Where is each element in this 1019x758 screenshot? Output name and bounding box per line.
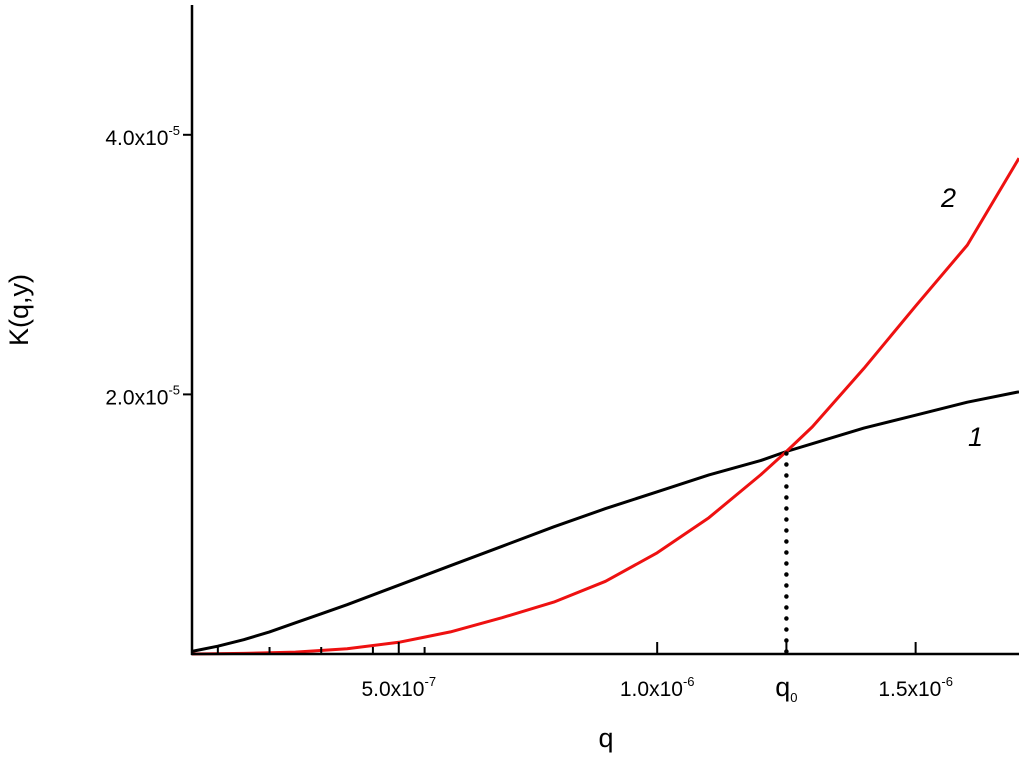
y-axis-label: K(q,y) [4,274,34,346]
y-tick-label: 2.0x10-5 [105,382,180,409]
x-tick-label: 1.0x10-6 [620,674,695,701]
ticks-layer: 5.0x10-7 1.0x10-6 1.5x10-6 q0 2.0x10-5 4.0x10… [105,123,953,705]
axes-layer [190,5,1019,656]
y-tick-label: 4.0x10-5 [105,123,180,150]
x-axis-label: q [598,723,613,753]
x-tick-label: 5.0x10-7 [361,674,436,701]
series-2-line [191,157,1019,656]
series-2-label: 2 [940,183,956,213]
series-1-label: 1 [968,422,983,452]
x-tick-label: 1.5x10-6 [878,674,953,701]
labels-layer: q K(q,y) 1 2 [4,183,983,753]
curves-layer [191,157,1019,656]
series-1-line [191,390,1019,653]
q0-tick-label: q0 [775,672,797,705]
